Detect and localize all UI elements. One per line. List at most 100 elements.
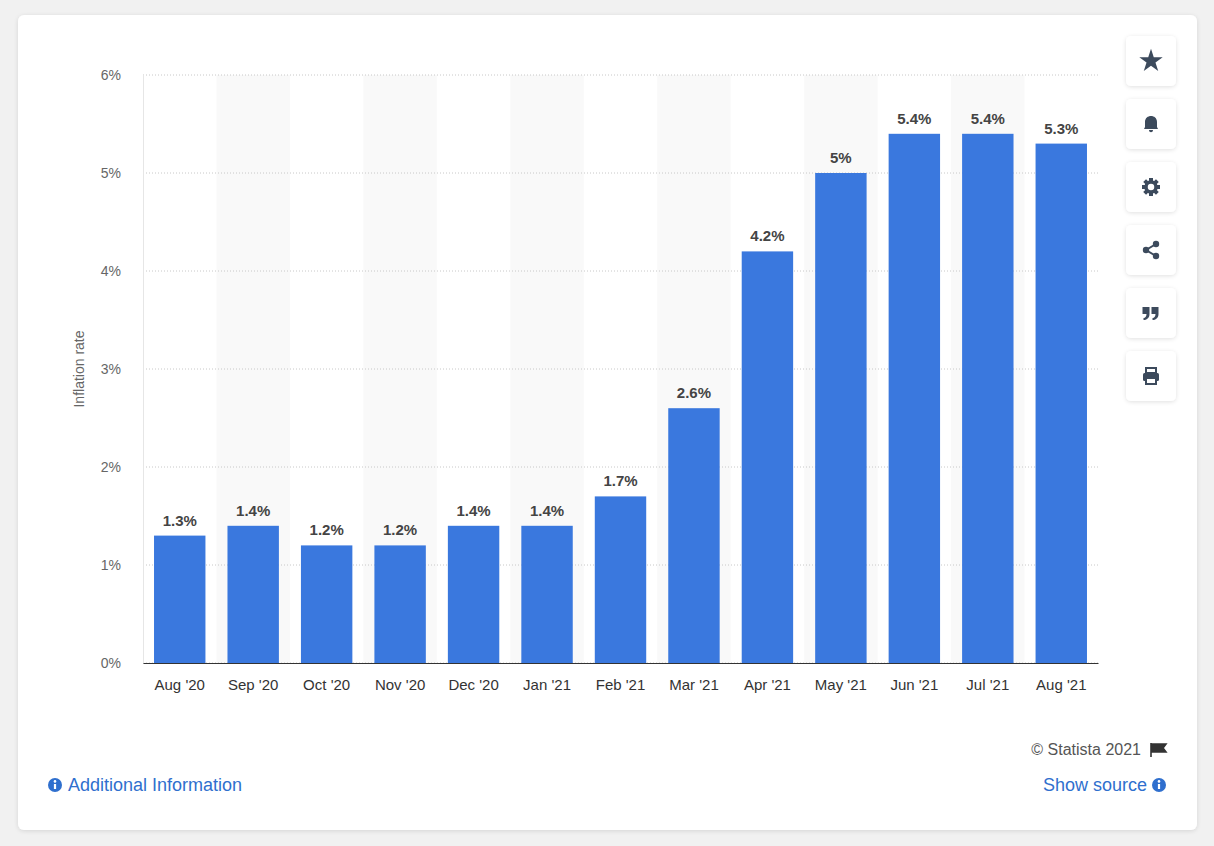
data-label: 1.4% bbox=[456, 502, 490, 519]
alert-button[interactable] bbox=[1126, 99, 1176, 149]
gear-ring bbox=[1146, 182, 1156, 192]
flag-icon[interactable] bbox=[1151, 743, 1166, 757]
show-source-text[interactable]: Show source bbox=[1043, 775, 1147, 795]
bar bbox=[595, 496, 646, 663]
data-label: 5.4% bbox=[971, 110, 1005, 127]
data-label: 1.2% bbox=[383, 521, 417, 538]
settings-button[interactable] bbox=[1126, 162, 1176, 212]
bar bbox=[154, 536, 205, 663]
bell-icon bbox=[1144, 116, 1158, 132]
y-tick-label: 6% bbox=[101, 67, 121, 83]
button-bg bbox=[1126, 99, 1176, 149]
x-tick: May '21 bbox=[815, 663, 867, 693]
x-tick-label: Dec '20 bbox=[448, 676, 498, 693]
x-tick: Apr '21 bbox=[744, 663, 791, 693]
x-tick-label: Jul '21 bbox=[966, 676, 1009, 693]
x-tick-label: Feb '21 bbox=[596, 676, 646, 693]
y-tick-label: 1% bbox=[101, 557, 121, 573]
x-tick: Aug '20 bbox=[155, 663, 205, 693]
show-source-link[interactable]: Show source bbox=[1043, 775, 1166, 795]
y-tick: 4% bbox=[101, 263, 143, 279]
grid-line bbox=[143, 173, 1098, 174]
gear-icon bbox=[1142, 178, 1160, 196]
y-tick: 2% bbox=[101, 459, 143, 475]
y-tick: 5% bbox=[101, 165, 143, 181]
grid-line bbox=[143, 467, 1098, 468]
favorite-button[interactable] bbox=[1126, 36, 1176, 86]
share-dot bbox=[1143, 247, 1149, 253]
bar bbox=[962, 134, 1013, 663]
data-label: 5.4% bbox=[897, 110, 931, 127]
grid-line bbox=[143, 271, 1098, 272]
bar bbox=[521, 526, 572, 663]
share-icon bbox=[1143, 241, 1159, 259]
printer-paper bbox=[1146, 378, 1156, 384]
info-dot bbox=[54, 780, 57, 783]
y-tick: 6% bbox=[101, 67, 143, 83]
x-tick: Dec '20 bbox=[448, 663, 498, 693]
bar bbox=[448, 526, 499, 663]
info-dot bbox=[1158, 780, 1161, 783]
toolbar bbox=[1126, 36, 1176, 401]
data-label: 4.2% bbox=[750, 227, 784, 244]
bar bbox=[374, 545, 425, 663]
share-dot bbox=[1153, 241, 1159, 247]
button-bg bbox=[1126, 225, 1176, 275]
y-tick-label: 0% bbox=[101, 655, 121, 671]
bar bbox=[815, 173, 866, 663]
y-axis: 0%1%2%3%4%5%6% bbox=[101, 67, 144, 671]
data-label: 1.3% bbox=[163, 512, 197, 529]
star-icon bbox=[1139, 49, 1162, 71]
y-tick-label: 2% bbox=[101, 459, 121, 475]
data-label: 1.2% bbox=[310, 521, 344, 538]
x-tick-label: Mar '21 bbox=[669, 676, 719, 693]
cite-button[interactable] bbox=[1126, 288, 1176, 338]
print-button[interactable] bbox=[1126, 351, 1176, 401]
x-tick: Nov '20 bbox=[375, 663, 425, 693]
x-tick: Aug '21 bbox=[1036, 663, 1086, 693]
grid-line bbox=[143, 75, 1098, 76]
quote-mark bbox=[1152, 307, 1159, 320]
x-tick-label: Jan '21 bbox=[523, 676, 571, 693]
x-tick-label: Nov '20 bbox=[375, 676, 425, 693]
bar bbox=[227, 526, 278, 663]
share-button[interactable] bbox=[1126, 225, 1176, 275]
data-labels: 1.3% 1.4% 1.2% 1.2% 1.4% 1.4% 1.7% 2.6% 4.2% 5% 5.… bbox=[163, 110, 1079, 539]
x-tick-label: Aug '21 bbox=[1036, 676, 1086, 693]
page: 0%1%2%3%4%5%6%Aug '20Sep '20Oct '20Nov '… bbox=[0, 0, 1214, 846]
x-tick: Jul '21 bbox=[966, 663, 1009, 693]
quote-icon bbox=[1143, 307, 1159, 320]
credit: © Statista 2021 bbox=[1031, 741, 1141, 758]
bar bbox=[742, 251, 793, 663]
bar bbox=[668, 408, 719, 663]
grid-line bbox=[143, 369, 1098, 370]
column-band bbox=[804, 75, 877, 663]
button-bg bbox=[1126, 351, 1176, 401]
y-tick: 1% bbox=[101, 557, 143, 573]
data-label: 1.4% bbox=[236, 502, 270, 519]
printer-top bbox=[1146, 368, 1156, 373]
x-tick-label: Apr '21 bbox=[744, 676, 791, 693]
x-tick-label: Jun '21 bbox=[890, 676, 938, 693]
data-label: 5.3% bbox=[1044, 120, 1078, 137]
data-label: 1.7% bbox=[603, 472, 637, 489]
bar bbox=[1036, 144, 1087, 663]
info-circle bbox=[1152, 778, 1166, 792]
data-label: 2.6% bbox=[677, 384, 711, 401]
button-bg bbox=[1126, 162, 1176, 212]
x-tick: Jun '21 bbox=[890, 663, 938, 693]
data-label: 1.4% bbox=[530, 502, 564, 519]
x-tick: Jan '21 bbox=[523, 663, 571, 693]
x-tick: Oct '20 bbox=[303, 663, 350, 693]
x-tick: Mar '21 bbox=[669, 663, 719, 693]
button-bg bbox=[1126, 36, 1176, 86]
info-stem bbox=[1158, 784, 1160, 789]
y-tick-label: 5% bbox=[101, 165, 121, 181]
additional-info-link[interactable]: Additional Information bbox=[48, 775, 242, 795]
button-bg bbox=[1126, 288, 1176, 338]
additional-info-text[interactable]: Additional Information bbox=[68, 775, 242, 795]
x-tick-label: Sep '20 bbox=[228, 676, 278, 693]
share-dot bbox=[1153, 253, 1159, 259]
grid bbox=[143, 75, 1098, 663]
data-label: 5% bbox=[830, 149, 852, 166]
